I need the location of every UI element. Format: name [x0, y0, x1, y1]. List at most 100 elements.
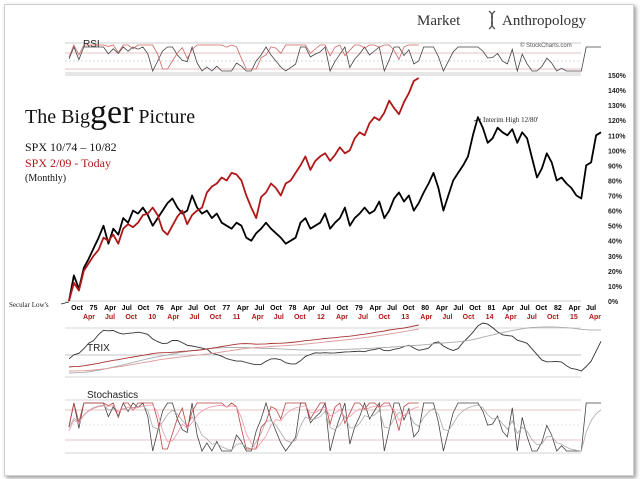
x-tick-label: Oct [336, 305, 348, 312]
x-tick-label: Apr [420, 314, 432, 321]
x-tick-label: 79 [355, 305, 363, 312]
chart-title: The Bigger Picture [25, 94, 195, 131]
y-tick-label: 80% [608, 178, 623, 185]
series-line-1974-1982 [68, 116, 602, 302]
trix-line-black [68, 322, 602, 372]
x-tick-label: Apr [369, 305, 381, 312]
x-tick-label: 76 [156, 305, 164, 312]
trix-label: TRIX [87, 343, 110, 354]
stochastics-line-red [68, 402, 419, 450]
x-tick-label: Oct [463, 314, 475, 321]
x-tick-label: 75 [90, 305, 98, 312]
x-tick-label: Oct [270, 305, 282, 312]
annotation-interim-high-arrow [473, 118, 482, 122]
annotation-secular-low: Secular Low's [9, 301, 49, 309]
stochastics-panel: Stochastics [65, 390, 602, 454]
x-tick-label: Oct [204, 305, 216, 312]
x-tick-label: Jul [527, 314, 537, 321]
y-tick-label: 130% [608, 103, 627, 110]
x-tick-label: 13 [401, 314, 409, 321]
y-tick-label: 50% [608, 224, 623, 231]
rsi-line-black [68, 45, 601, 73]
y-tick-label: 70% [608, 194, 623, 201]
x-tick-label: Oct [210, 314, 222, 321]
y-tick-label: 90% [608, 163, 623, 170]
x-tick-label: 10 [148, 314, 156, 321]
x-tick-label: Apr [505, 314, 517, 321]
x-tick-label: Apr [303, 305, 315, 312]
trix-signal-red [68, 328, 419, 372]
y-tick-label: 140% [608, 88, 627, 95]
x-tick-label: Oct [125, 314, 137, 321]
trix-line-red [68, 324, 419, 368]
x-tick-label: Apr [568, 305, 580, 312]
x-tick-label: 11 [233, 314, 241, 321]
x-tick-label: 82 [554, 305, 562, 312]
x-tick-label: Apr [237, 305, 249, 312]
x-tick-label: 80 [421, 305, 429, 312]
x-tick-label: Oct [378, 314, 390, 321]
svg-text:The Bigger Picture: The Bigger Picture [25, 94, 195, 131]
dna-icon [488, 10, 496, 30]
x-axis: Oct 75 Apr Jul Oct 76 Apr Jul Oct 77 Apr Jul Oct 78 Ap… [71, 305, 601, 321]
stockcharts-credit: © StockCharts.com [520, 42, 572, 49]
rsi-label: RSI [83, 39, 100, 50]
brand-word-1: Market [417, 13, 461, 29]
x-tick-label: Jul [358, 314, 368, 321]
y-tick-label: 40% [608, 239, 623, 246]
x-tick-label: Apr [167, 314, 179, 321]
legend-series-1: SPX 10/74 – 10/82 [25, 140, 117, 154]
title-emphasis: ger [90, 94, 134, 131]
title-suffix: Picture [133, 106, 195, 128]
rsi-line-red [68, 44, 419, 70]
x-tick-label: Oct [535, 305, 547, 312]
y-tick-label: 100% [608, 148, 627, 155]
y-tick-label: 10% [608, 284, 623, 291]
stochastics-line-black [68, 401, 601, 452]
x-tick-label: 78 [289, 305, 297, 312]
x-tick-label: Jul [254, 305, 264, 312]
x-tick-label: 77 [222, 305, 230, 312]
x-tick-label: Jul [122, 305, 132, 312]
x-tick-label: 15 [570, 314, 578, 321]
trix-signal-black [68, 326, 602, 374]
x-tick-label: Oct [71, 305, 83, 312]
x-tick-label: Jul [321, 305, 331, 312]
y-tick-label: 150% [608, 73, 627, 80]
x-tick-label: Oct [547, 314, 559, 321]
legend-series-2: SPX 2/09 - Today [25, 156, 111, 170]
x-tick-label: Jul [453, 305, 463, 312]
x-tick-label: Apr [170, 305, 182, 312]
chart-frame: Market Anthropology RSI © StockCharts.co… [4, 4, 634, 476]
stochastics-label: Stochastics [87, 390, 138, 401]
x-tick-label: 81 [488, 305, 496, 312]
x-tick-label: Apr [252, 314, 264, 321]
x-tick-label: Apr [589, 314, 601, 321]
x-tick-label: Jul [387, 305, 397, 312]
y-tick-label: 20% [608, 269, 623, 276]
series-line-2009-today [68, 77, 420, 302]
y-tick-label: 30% [608, 254, 623, 261]
x-tick-label: Apr [104, 305, 116, 312]
x-tick-label: Jul [442, 314, 452, 321]
x-tick-label: Jul [189, 314, 199, 321]
x-tick-label: Apr [436, 305, 448, 312]
legend-frequency: (Monthly) [25, 173, 66, 184]
x-tick-label: Jul [586, 305, 596, 312]
x-tick-label: Oct [137, 305, 149, 312]
y-axis: 0% 10% 20% 30% 40% 50% 60% 70% 80% 90% 100% 110% 120… [608, 73, 627, 306]
x-tick-label: 14 [486, 314, 494, 321]
y-tick-label: 110% [608, 133, 626, 140]
x-tick-label: Oct [403, 305, 415, 312]
x-tick-label: Oct [294, 314, 306, 321]
stochastics-signal-black [68, 404, 602, 452]
title-prefix: The Big [25, 106, 90, 128]
x-tick-label: Jul [274, 314, 284, 321]
x-tick-label: Apr [502, 305, 514, 312]
x-tick-label: Apr [83, 314, 95, 321]
annotation-secular-low-arrow [60, 301, 70, 305]
brand-word-2: Anthropology [502, 13, 587, 29]
x-tick-label: Jul [520, 305, 530, 312]
rsi-panel: RSI © StockCharts.com [65, 39, 601, 74]
annotation-interim-high: Interim High 12/80' [483, 116, 538, 124]
